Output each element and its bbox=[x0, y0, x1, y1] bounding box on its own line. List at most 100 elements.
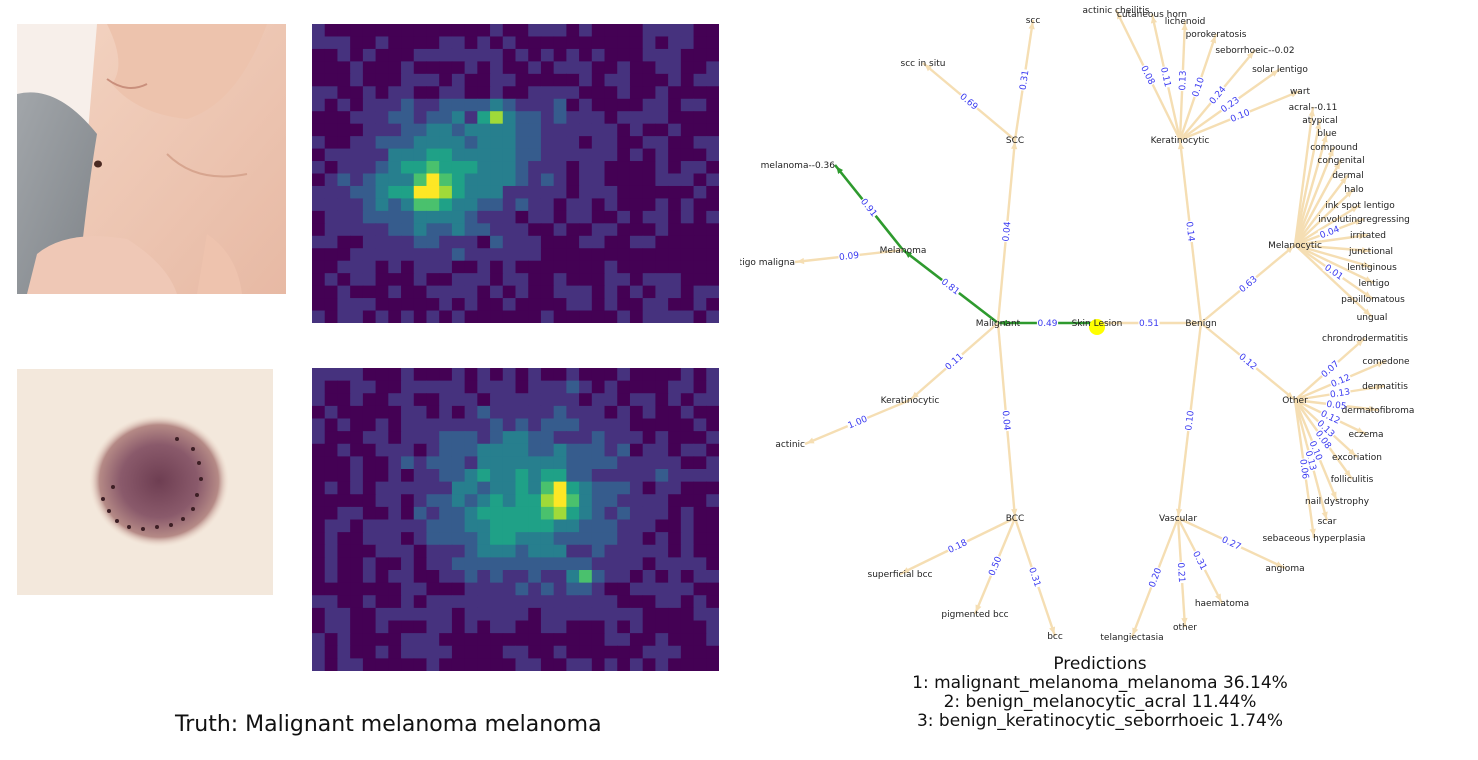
heatmap-cell bbox=[642, 148, 656, 162]
heatmap-cell bbox=[629, 456, 644, 470]
heatmap-cell bbox=[464, 658, 478, 671]
tree-edge-arrowhead bbox=[1150, 15, 1158, 24]
heatmap-cell bbox=[401, 198, 415, 212]
heatmap-cell bbox=[540, 506, 555, 521]
heatmap-cell bbox=[490, 582, 504, 596]
heatmap-cell bbox=[451, 368, 466, 382]
heatmap-cell bbox=[604, 469, 618, 483]
heatmap-cell bbox=[477, 380, 491, 394]
heatmap-cell bbox=[451, 506, 466, 521]
heatmap-cell bbox=[490, 248, 504, 262]
heatmap-cell bbox=[668, 393, 682, 407]
heatmap-cell bbox=[490, 431, 504, 445]
heatmap-cell bbox=[617, 24, 631, 37]
heatmap-cell bbox=[324, 456, 338, 470]
heatmap-cell bbox=[464, 111, 478, 125]
heatmap-cell bbox=[655, 273, 669, 287]
heatmap-cell bbox=[312, 310, 326, 323]
heatmap-cell bbox=[324, 380, 338, 394]
tree-edge-arrowhead bbox=[1309, 528, 1316, 537]
heatmap-cell bbox=[413, 620, 427, 634]
heatmap-cell bbox=[375, 61, 389, 75]
heatmap-cell bbox=[451, 248, 466, 262]
heatmap-cell bbox=[388, 210, 402, 224]
tree-node-root: Skin Lesion bbox=[1072, 319, 1123, 329]
heatmap-cell bbox=[490, 456, 504, 470]
tree-node-lentiginous: lentiginous bbox=[1347, 263, 1397, 273]
heatmap-cell bbox=[375, 161, 389, 174]
heatmap-cell bbox=[312, 86, 326, 100]
heatmap-cell bbox=[553, 633, 567, 647]
heatmap-cell bbox=[540, 481, 555, 495]
heatmap-cell bbox=[680, 418, 695, 432]
heatmap-cell bbox=[439, 285, 453, 299]
heatmap-cell bbox=[401, 443, 415, 457]
heatmap-cell bbox=[350, 431, 364, 445]
heatmap-cell bbox=[566, 582, 580, 596]
heatmap-cell bbox=[439, 248, 453, 262]
tree-edge-weight-bg bbox=[1036, 318, 1059, 328]
heatmap-cell bbox=[413, 456, 427, 470]
heatmap-cell bbox=[604, 368, 618, 382]
heatmap-cell bbox=[706, 368, 719, 382]
heatmap-cell bbox=[680, 123, 695, 137]
heatmap-cell bbox=[629, 210, 644, 224]
tree-edge-arrowhead bbox=[836, 166, 844, 174]
tree-edge-weight-bg bbox=[1228, 106, 1252, 125]
heatmap-cell bbox=[477, 73, 491, 87]
heatmap-cell bbox=[591, 24, 606, 37]
heatmap-cell bbox=[401, 380, 415, 394]
heatmap-cell bbox=[680, 273, 695, 287]
tree-node-porokeratosis: porokeratosis bbox=[1186, 30, 1247, 40]
heatmap-cell bbox=[604, 570, 618, 584]
heatmap-cell bbox=[668, 161, 682, 174]
heatmap-cell bbox=[401, 431, 415, 445]
heatmap-cell bbox=[706, 607, 719, 622]
tree-edge-arrowhead bbox=[1340, 176, 1347, 185]
heatmap-cell bbox=[375, 494, 389, 508]
heatmap-cell bbox=[617, 173, 631, 187]
heatmap-cell bbox=[490, 368, 504, 382]
heatmap-cell bbox=[439, 148, 453, 162]
heatmap-cell bbox=[375, 620, 389, 634]
tree-edge-arrowhead bbox=[1327, 148, 1334, 157]
heatmap-cell bbox=[566, 557, 580, 571]
heatmap-cell bbox=[464, 198, 478, 212]
tree-edge-b_melano-ungual bbox=[1294, 244, 1373, 318]
heatmap-cell bbox=[693, 98, 707, 112]
heatmap-cell bbox=[668, 298, 682, 312]
tree-node-blue: blue bbox=[1317, 129, 1337, 139]
heatmap-cell bbox=[477, 405, 491, 420]
heatmap-cell bbox=[375, 393, 389, 407]
heatmap-cell bbox=[451, 123, 466, 137]
heatmap-cell bbox=[540, 443, 555, 457]
heatmap-cell bbox=[502, 456, 516, 470]
heatmap-cell bbox=[388, 582, 402, 596]
tree-node-melanoma: melanoma--0.36 bbox=[761, 161, 836, 171]
heatmap-cell bbox=[553, 380, 567, 394]
heatmap-cell bbox=[401, 210, 415, 224]
tree-edge-weight: 0.06 bbox=[1297, 459, 1310, 480]
heatmap-cell bbox=[312, 36, 326, 50]
heatmap-cell bbox=[655, 173, 669, 187]
heatmap-cell bbox=[515, 111, 529, 125]
heatmap-cell bbox=[693, 185, 707, 199]
heatmap-cell bbox=[566, 48, 580, 62]
heatmap-cell bbox=[528, 210, 542, 224]
heatmap-cell bbox=[617, 620, 631, 634]
heatmap-cell bbox=[566, 368, 580, 382]
heatmap-cell bbox=[629, 273, 644, 287]
heatmap-cell bbox=[362, 310, 377, 323]
tree-edge-weight: 0.50 bbox=[987, 555, 1004, 578]
heatmap-cell bbox=[502, 519, 516, 533]
heatmap-cell bbox=[413, 36, 427, 50]
heatmap-cell bbox=[655, 469, 669, 483]
heatmap-cell bbox=[579, 173, 593, 187]
heatmap-cell bbox=[426, 285, 440, 299]
heatmap-cell bbox=[629, 570, 644, 584]
heatmap-cell bbox=[629, 582, 644, 596]
heatmap-cell bbox=[604, 443, 618, 457]
tree-edge-weight-bg bbox=[1189, 75, 1207, 99]
heatmap-cell bbox=[502, 161, 516, 174]
tree-node-angioma: angioma bbox=[1265, 564, 1304, 574]
